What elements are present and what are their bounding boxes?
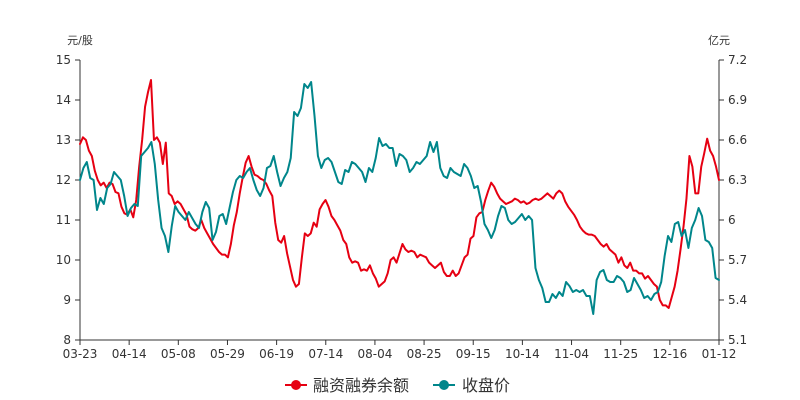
right-tick-label: 5.1 — [728, 333, 747, 347]
x-tick-label: 09-15 — [456, 347, 491, 361]
legend-item-margin-balance[interactable]: 融资融券余额 — [285, 376, 409, 395]
right-tick-label: 5.7 — [728, 253, 747, 267]
x-tick-label: 11-04 — [554, 347, 589, 361]
x-tick-label: 11-25 — [603, 347, 638, 361]
legend: 融资融券余额 收盘价 — [285, 376, 510, 395]
right-tick-label: 7.2 — [728, 53, 747, 67]
right-tick-label: 6.9 — [728, 93, 747, 107]
left-tick-label: 14 — [56, 93, 71, 107]
left-tick-label: 8 — [63, 333, 71, 347]
right-tick-label: 5.4 — [728, 293, 747, 307]
left-axis-unit: 元/股 — [67, 34, 93, 47]
right-tick-label: 6.6 — [728, 133, 747, 147]
left-tick-label: 13 — [56, 133, 71, 147]
x-tick-label: 03-23 — [63, 347, 98, 361]
series-line-close-price — [79, 81, 720, 315]
left-tick-label: 12 — [56, 173, 71, 187]
left-tick-label: 10 — [56, 253, 71, 267]
x-tick-label: 12-16 — [652, 347, 687, 361]
series-layer — [79, 79, 720, 315]
right-tick-label: 6.3 — [728, 173, 747, 187]
x-tick-label: 07-14 — [308, 347, 343, 361]
left-tick-label: 11 — [56, 213, 71, 227]
x-tick-label: 05-08 — [161, 347, 196, 361]
right-axis-unit: 亿元 — [708, 34, 730, 47]
right-y-axis: 5.1 5.4 5.7 6 6.3 6.6 6.9 7.2 — [718, 53, 747, 347]
legend-label-margin-balance: 融资融券余额 — [313, 376, 409, 395]
series-line-margin-balance — [79, 79, 720, 309]
legend-marker-close-price — [439, 380, 449, 390]
left-tick-label: 9 — [63, 293, 71, 307]
x-tick-label: 06-19 — [259, 347, 294, 361]
x-tick-label: 08-25 — [407, 347, 442, 361]
right-tick-label: 6 — [728, 213, 736, 227]
x-tick-label: 08-04 — [357, 347, 392, 361]
x-tick-label: 05-29 — [210, 347, 245, 361]
x-axis: 03-23 04-14 05-08 05-29 06-19 07-14 08-04 08-25… — [63, 339, 737, 361]
left-y-axis: 8 9 10 11 12 13 14 15 — [56, 53, 81, 347]
legend-label-close-price: 收盘价 — [462, 376, 510, 395]
legend-marker-margin-balance — [291, 380, 301, 390]
x-tick-label: 10-14 — [505, 347, 540, 361]
left-tick-label: 15 — [56, 53, 71, 67]
legend-item-close-price[interactable]: 收盘价 — [433, 376, 510, 395]
x-tick-label: 01-12 — [702, 347, 737, 361]
x-tick-label: 04-14 — [112, 347, 147, 361]
